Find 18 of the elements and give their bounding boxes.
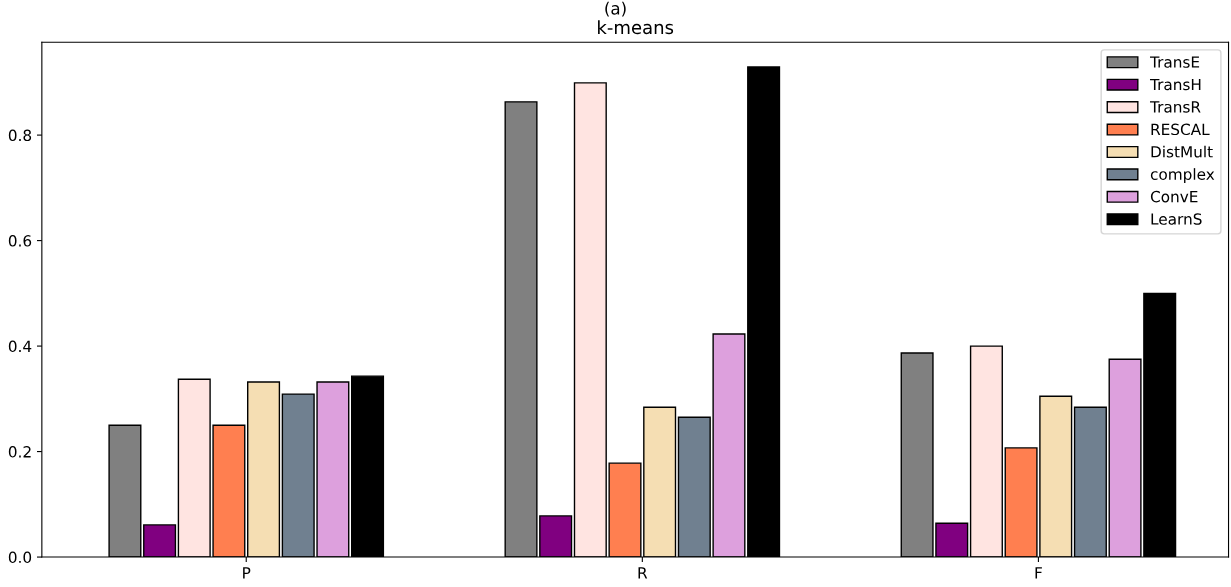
- legend-label: TransH: [1149, 78, 1201, 91]
- y-tick-label: 0.4: [8, 340, 32, 353]
- legend-label: DistMult: [1151, 145, 1213, 158]
- y-tick-label: 0.8: [8, 129, 32, 142]
- y-tick-label: 0.2: [8, 446, 31, 458]
- y-tick-label: 0.6: [8, 235, 32, 247]
- legend-label: LearnS: [1151, 213, 1202, 225]
- legend-label: complex: [1150, 168, 1215, 183]
- legend-label: TransR: [1149, 101, 1201, 113]
- text: (a): [605, 1, 626, 17]
- x-tick-label: R: [638, 567, 648, 579]
- legend-label: ConvE: [1150, 190, 1198, 203]
- y-tick-label: 0.0: [8, 551, 32, 564]
- legend-label: RESCAL: [1151, 123, 1210, 136]
- x-tick-label: F: [1035, 567, 1042, 579]
- legend-label: TransE: [1149, 56, 1200, 68]
- x-tick-label: P: [243, 567, 251, 579]
- chart-title: k-means: [598, 20, 674, 35]
